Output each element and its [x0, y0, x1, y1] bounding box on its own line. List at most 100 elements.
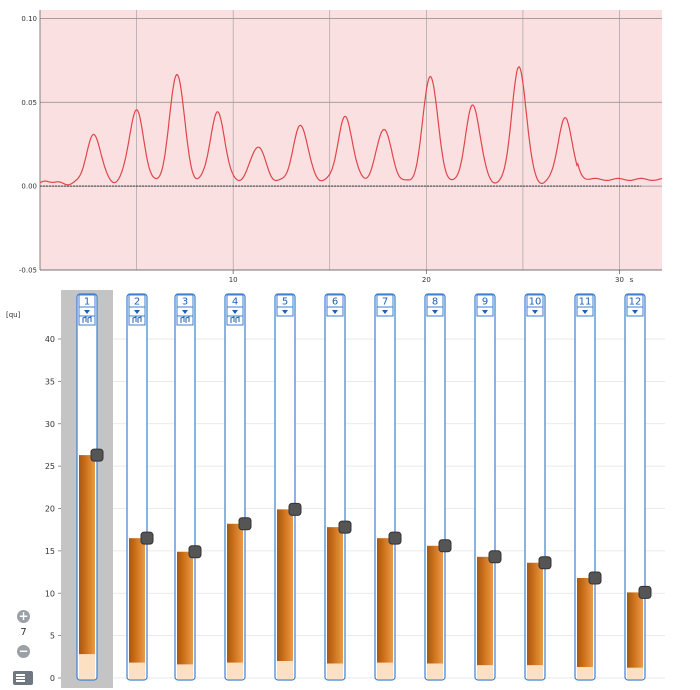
lane-bar-base — [577, 666, 593, 679]
lane-bar — [227, 523, 243, 663]
zoom-level: 7 — [20, 627, 27, 638]
chevron-down-icon — [632, 310, 638, 314]
lane-bar — [627, 592, 643, 668]
value-handle[interactable] — [238, 517, 252, 531]
lane-number: 5 — [282, 297, 288, 308]
value-handle[interactable] — [638, 585, 652, 599]
value-handle[interactable] — [488, 550, 502, 564]
x-tick-label: 20 — [422, 276, 431, 284]
lane-bar — [577, 577, 593, 667]
lane-bar — [79, 455, 95, 655]
lanes: 1 2 3 4 5 6 7 8 9 10 11 12 — [61, 290, 652, 688]
lane-5[interactable]: 5 — [274, 293, 302, 681]
y-tick-label: 0.10 — [21, 15, 37, 23]
music-note-icon — [230, 316, 240, 323]
lane-bar-base — [227, 662, 243, 679]
lane-number: 3 — [182, 297, 188, 308]
lane-number: 11 — [579, 297, 592, 308]
lane-bar-base — [79, 654, 95, 679]
value-handle[interactable] — [538, 556, 552, 570]
lane-4[interactable]: 4 — [224, 293, 252, 681]
lane-note-box — [226, 315, 244, 326]
x-tick-label: 10 — [229, 276, 238, 284]
value-handle[interactable] — [588, 571, 602, 585]
lane-bar — [327, 527, 343, 664]
value-handle[interactable] — [438, 539, 452, 553]
zoom-out-button[interactable]: − — [17, 644, 30, 658]
lane-note-box — [78, 315, 96, 326]
lane-number: 4 — [232, 297, 238, 308]
y-tick-label: 35 — [45, 377, 55, 386]
menu-icon-line — [16, 680, 25, 682]
lane-number: 6 — [332, 297, 338, 308]
lane-bar — [129, 538, 145, 663]
lane-number: 1 — [84, 297, 90, 308]
value-handle[interactable] — [288, 502, 302, 516]
chevron-down-icon — [382, 310, 388, 314]
lane-bar-base — [177, 664, 193, 679]
y-tick-label: 20 — [45, 505, 55, 514]
unit-label: [qu] — [6, 311, 21, 319]
lane-number: 10 — [529, 297, 542, 308]
chromatogram-plot: 0.10 0.05 0.00 -0.05 10 20 30 s — [19, 10, 663, 284]
y-tick-label: 0.00 — [21, 183, 37, 191]
y-tick-label: 15 — [45, 547, 55, 556]
lane-bar-base — [527, 665, 543, 679]
lane-tube — [624, 293, 646, 681]
y-tick-label: -0.05 — [19, 267, 37, 275]
y-tick-label: 5 — [50, 632, 55, 641]
value-handle[interactable] — [140, 531, 154, 545]
lane-bar-base — [327, 663, 343, 679]
lane-bar-base — [377, 662, 393, 679]
lane-bar — [277, 509, 293, 662]
music-note-icon — [180, 316, 190, 323]
x-unit-label: s — [630, 276, 634, 284]
lane-2[interactable]: 2 — [126, 293, 154, 681]
value-handle[interactable] — [388, 531, 402, 545]
lane-bar — [377, 538, 393, 663]
chevron-down-icon — [432, 310, 438, 314]
lane-bar-base — [129, 662, 145, 679]
y-tick-label: 30 — [45, 420, 55, 429]
lane-8[interactable]: 8 — [424, 293, 452, 681]
y-tick-label: 0 — [50, 674, 55, 683]
plot-area — [40, 10, 662, 270]
value-handle[interactable] — [338, 520, 352, 534]
lane-bar-base — [627, 667, 643, 679]
lane-bar-base — [427, 663, 443, 679]
chromatogram-trace — [39, 66, 663, 186]
chevron-down-icon — [332, 310, 338, 314]
lane-bar-base — [277, 661, 293, 679]
lane-bar — [427, 545, 443, 664]
lane-10[interactable]: 10 — [524, 293, 552, 681]
list-menu-button[interactable] — [13, 671, 33, 685]
menu-icon-line — [16, 674, 25, 676]
lane-note-box — [128, 315, 146, 326]
lane-1[interactable]: 1 — [61, 290, 113, 688]
chevron-down-icon — [582, 310, 588, 314]
lane-bar-base — [477, 665, 493, 679]
lane-12[interactable]: 12 — [624, 293, 652, 681]
chevron-down-icon — [282, 310, 288, 314]
lane-note-box — [176, 315, 194, 326]
lane-11[interactable]: 11 — [574, 293, 602, 681]
y-tick-label: 40 — [45, 335, 55, 344]
chevron-down-icon — [232, 310, 238, 314]
menu-icon-line — [16, 677, 25, 679]
lane-number: 12 — [629, 297, 642, 308]
lane-9[interactable]: 9 — [474, 293, 502, 681]
lane-number: 9 — [482, 297, 488, 308]
chromatogram-axis-labels: 0.10 0.05 0.00 -0.05 10 20 30 s — [19, 15, 634, 284]
value-handle[interactable] — [188, 545, 202, 559]
lane-7[interactable]: 7 — [374, 293, 402, 681]
chevron-down-icon — [84, 310, 90, 314]
zoom-in-button[interactable]: + — [17, 609, 30, 623]
value-handle[interactable] — [90, 448, 104, 462]
music-note-icon — [132, 316, 142, 323]
lane-3[interactable]: 3 — [174, 293, 202, 681]
lane-6[interactable]: 6 — [324, 293, 352, 681]
chevron-down-icon — [134, 310, 140, 314]
lane-bar — [477, 556, 493, 666]
lane-bar — [177, 551, 193, 665]
